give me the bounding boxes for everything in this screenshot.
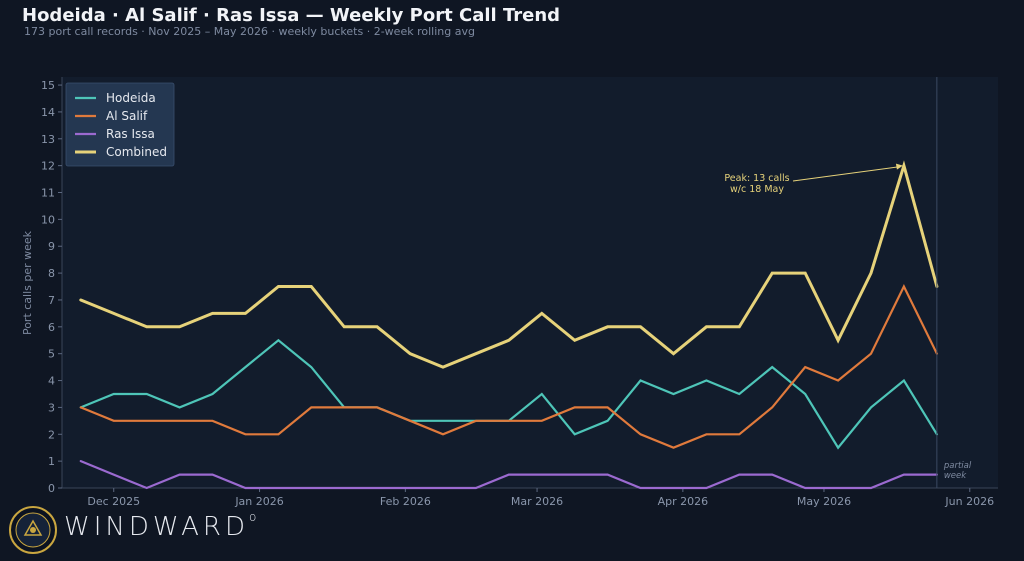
y-tick-label: 14 (41, 106, 55, 119)
series-line-al-salif (79, 284, 939, 449)
legend-label: Hodeida (106, 91, 156, 105)
x-tick-label: Mar 2026 (511, 495, 563, 508)
peak-annotation-text: w/c 18 May (730, 184, 784, 195)
y-tick-label: 1 (48, 455, 55, 468)
partial-week-text: partial (943, 461, 972, 471)
y-tick-label: 13 (41, 133, 55, 146)
legend-label: Combined (106, 145, 167, 159)
x-tick-label: May 2026 (797, 495, 851, 508)
y-tick-label: 4 (48, 375, 55, 388)
x-tick-label: Jun 2026 (944, 495, 994, 508)
y-tick-label: 0 (48, 482, 55, 495)
windward-brand: WINDWARDo (64, 510, 257, 542)
partial-week-text: week (944, 471, 967, 481)
x-tick-label: Feb 2026 (380, 495, 431, 508)
page-title: Hodeida · Al Salif · Ras Issa — Weekly P… (22, 5, 561, 26)
y-tick-label: 3 (48, 401, 55, 414)
peak-annotation-text: Peak: 13 calls (724, 173, 789, 184)
y-tick-label: 6 (48, 321, 55, 334)
legend-label: Ras Issa (106, 127, 155, 141)
series-line-ras-issa (79, 460, 939, 490)
y-tick-label: 15 (41, 79, 55, 92)
series-line-combined (79, 160, 939, 369)
y-tick-label: 10 (41, 213, 55, 226)
x-tick-label: Jan 2026 (234, 495, 283, 508)
y-tick-label: 8 (48, 267, 55, 280)
peak-arrow-line (792, 166, 900, 182)
y-tick-label: 2 (48, 428, 55, 441)
page-subtitle: 173 port call records · Nov 2025 – May 2… (24, 25, 475, 38)
legend-label: Al Salif (106, 109, 148, 123)
x-tick-label: Dec 2025 (87, 495, 140, 508)
windward-seal-logo (9, 506, 57, 554)
y-tick-label: 11 (41, 187, 55, 200)
legend-box (65, 82, 175, 167)
plot-area (62, 77, 998, 488)
y-tick-label: 9 (48, 240, 55, 253)
x-tick-label: Apr 2026 (658, 495, 709, 508)
y-tick-label: 12 (41, 160, 55, 173)
y-axis-label: Port calls per week (21, 230, 34, 335)
y-tick-label: 7 (48, 294, 55, 307)
peak-arrow-head (895, 163, 903, 170)
y-tick-label: 5 (48, 348, 55, 361)
